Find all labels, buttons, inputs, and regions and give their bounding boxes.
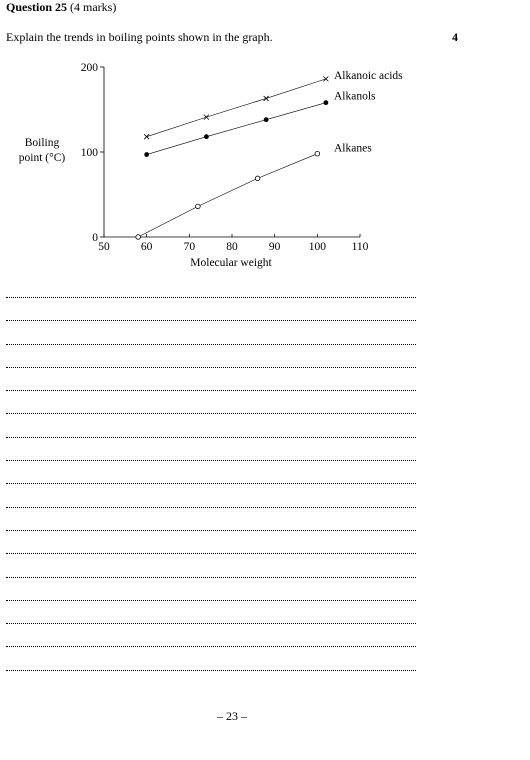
filled-circle-marker [144,152,150,157]
answer-line [6,436,416,438]
x-tick-label: 90 [269,241,281,253]
x-tick-label: 110 [352,241,369,253]
chart-axes [103,67,360,238]
question-prompt: Explain the trends in boiling points sho… [6,30,273,44]
cross-marker [143,133,150,140]
series-label: Alkanols [334,91,376,103]
marks-value: 4 [452,30,458,44]
answer-line [6,320,416,322]
chart-ticks: 50 60 70 80 90 100 110 0 100 200 [81,62,369,253]
y-tick-label: 200 [81,62,99,74]
chart-series-lines [137,78,326,238]
x-tick-label: 60 [141,241,153,253]
filled-circle-marker [204,134,209,140]
series-line [146,102,326,155]
answer-line [6,390,416,392]
x-tick-label: 70 [184,241,196,253]
answer-line [6,366,416,368]
open-circle-marker [254,175,261,182]
answer-lines [6,297,416,693]
x-tick-label: 50 [98,241,110,253]
y-axis-label-line: point (°C) [19,152,66,164]
filled-circle-marker [263,117,269,123]
x-tick-label: 100 [309,241,327,253]
open-circle-marker [195,203,201,210]
chart-labels: Molecular weight Boiling point (°C) Alkanoi… [19,70,403,269]
question-number: Question 25 [6,0,68,14]
open-circle-marker [135,234,141,240]
page-number: – 23 – [217,709,247,723]
series-label: Alkanes [334,143,372,155]
y-tick-label: 100 [81,147,99,159]
answer-line [6,646,416,648]
answer-line [6,669,416,671]
answer-line [6,460,416,462]
open-circle-marker [314,150,321,157]
series-line [146,78,326,137]
answer-line [6,599,416,601]
question-heading: Question 25 (4 marks) [6,0,116,14]
answer-line [6,413,416,415]
answer-line [6,623,416,625]
x-axis-label: Molecular weight [190,257,272,269]
filled-circle-marker [323,100,329,106]
chart-markers [135,76,329,240]
y-axis-label-line: Boiling [25,137,60,149]
boiling-point-chart: 50 60 70 80 90 100 110 0 100 200 Molecular weight… [19,62,403,269]
answer-line [6,529,416,531]
x-tick-label: 80 [226,241,238,253]
answer-line [6,506,416,508]
cross-marker [323,76,329,82]
series-line [137,153,318,238]
answer-line [6,483,416,485]
cross-marker [203,114,210,120]
series-label: Alkanoic acids [334,70,403,82]
answer-line [6,343,416,345]
answer-line [6,297,416,298]
answer-line [6,576,416,578]
question-marks: (4 marks) [70,0,117,14]
y-tick-label: 0 [92,232,98,244]
cross-marker [263,95,269,102]
answer-line [6,553,416,555]
